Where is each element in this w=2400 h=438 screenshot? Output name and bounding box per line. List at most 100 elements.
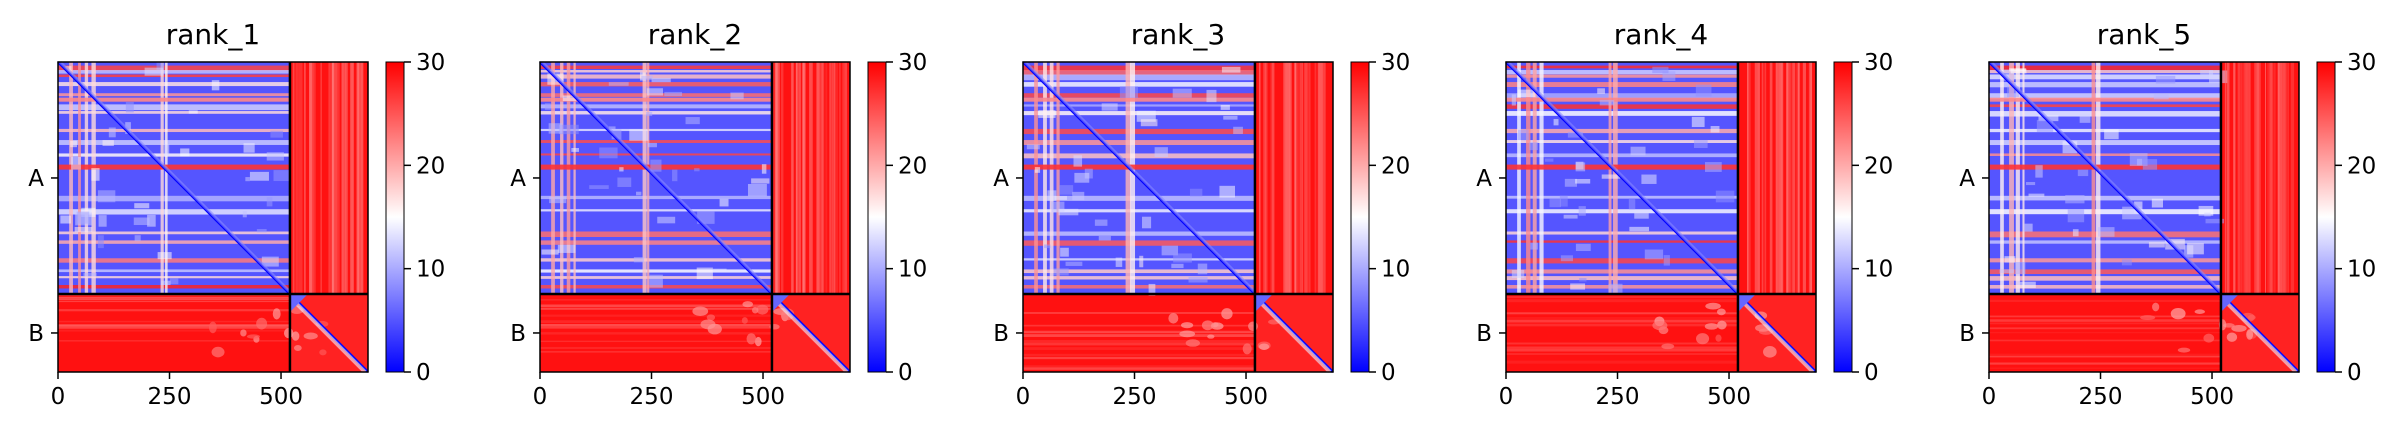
- heatmap-patch: [2019, 281, 2036, 289]
- heatmap-col-band: [2240, 62, 2245, 294]
- heatmap-patch: [2065, 195, 2085, 204]
- heatmap-patch: [291, 331, 300, 341]
- heatmap-patch: [619, 167, 624, 172]
- heatmap-row-band: [1506, 82, 1738, 87]
- heatmap-patch: [1693, 139, 1708, 149]
- colorbar-tick-label: 20: [416, 153, 445, 179]
- heatmap-row-band: [1989, 140, 2221, 146]
- y-tick-label: A: [1476, 166, 1492, 192]
- heatmap-patch: [1710, 126, 1720, 133]
- heatmap-col-band: [336, 62, 340, 294]
- heatmap-col-band: [2091, 62, 2096, 294]
- heatmap-row-band: [1989, 209, 2221, 215]
- heatmap-col-band: [165, 62, 168, 294]
- heatmap-row-band: [1989, 97, 2221, 102]
- heatmap-col-band: [1323, 62, 1326, 294]
- x-tick-label: 0: [1016, 384, 1031, 410]
- heatmap-col-band: [344, 62, 348, 294]
- heatmap-col-band: [1130, 62, 1136, 294]
- heatmap-patch: [747, 184, 767, 197]
- heatmap-patch: [1763, 346, 1777, 358]
- heatmap-col-band: [1307, 62, 1311, 294]
- heatmap-row-band: [1506, 164, 1738, 170]
- heatmap-patch: [157, 252, 172, 260]
- heatmap-patch: [2140, 315, 2156, 320]
- heatmap-patch: [1715, 190, 1735, 203]
- plot-frame: [1988, 61, 2300, 373]
- heatmap-patch: [1544, 158, 1554, 162]
- heatmap-col-band: [776, 62, 780, 294]
- heatmap-patch: [2155, 75, 2176, 84]
- heatmap-patch: [1038, 110, 1056, 118]
- heatmap-row-band: [58, 269, 290, 273]
- heatmap-col-band: [1775, 62, 1780, 294]
- heatmap-patch: [208, 321, 217, 334]
- heatmap-col-band: [2096, 62, 2101, 294]
- heatmap-corner-B: [2220, 293, 2239, 312]
- heatmap-patch: [133, 217, 150, 226]
- heatmap-row-band: [540, 70, 772, 73]
- heatmap-patch: [756, 304, 769, 315]
- heatmap-diagonal-A-halo: [1506, 60, 1740, 294]
- heatmap-col-band: [833, 62, 836, 294]
- heatmap-row-band: [1989, 240, 2221, 244]
- heatmap-patch: [641, 75, 653, 80]
- heatmap-patch: [144, 67, 164, 76]
- heatmap-diagonal-B-halo: [2219, 295, 2298, 374]
- heatmap-patch: [1652, 320, 1668, 331]
- heatmap-col-band: [1779, 62, 1784, 294]
- x-tick-label: 500: [1224, 384, 1268, 410]
- heatmap-col-band: [1747, 62, 1750, 294]
- heatmap-patch: [272, 308, 281, 320]
- heatmap-patch: [270, 130, 283, 138]
- heatmap-diagonal-A-halo: [58, 60, 292, 294]
- heatmap-row-band: [1506, 111, 1738, 116]
- heatmap-row-band: [1023, 285, 1255, 289]
- heatmap-patch: [2187, 243, 2204, 255]
- x-tick-label: 250: [148, 384, 192, 410]
- heatmap-row-band: [540, 346, 772, 349]
- heatmap-patch: [1219, 185, 1236, 198]
- heatmap-patch: [1579, 278, 1587, 282]
- heatmap-row-band: [58, 240, 290, 244]
- heatmap-row-band: [540, 231, 772, 238]
- heatmap-patch: [1051, 201, 1065, 213]
- x-tick-label: 500: [741, 384, 785, 410]
- heatmap-patch: [646, 88, 663, 96]
- heatmap-row-band: [58, 82, 290, 87]
- heatmap-col-band: [832, 62, 836, 294]
- panel-title: rank_5: [2097, 18, 2191, 51]
- heatmap-row-band: [540, 74, 772, 79]
- heatmap-patch: [1206, 89, 1217, 103]
- heatmap-patch: [1575, 162, 1586, 172]
- heatmap-col-band: [1314, 62, 1317, 294]
- heatmap-patch: [1578, 206, 1586, 216]
- heatmap-patch: [1188, 276, 1208, 283]
- heatmap-patch: [1570, 283, 1586, 290]
- heatmap-patch: [76, 211, 90, 224]
- heatmap-patch: [1185, 339, 1200, 347]
- heatmap-patch: [1073, 155, 1083, 167]
- heatmap-col-band: [1296, 62, 1299, 294]
- x-tick-label: 250: [2079, 384, 2123, 410]
- heatmap-patch: [1223, 115, 1238, 120]
- heatmap-col-band: [1263, 62, 1267, 294]
- colorbar-tick-label: 20: [1381, 153, 1410, 179]
- heatmap-row-band: [1506, 140, 1738, 144]
- heatmap-diagonal-B: [1254, 293, 1334, 373]
- heatmap-row-band: [1506, 195, 1738, 199]
- heatmap-col-band: [1294, 62, 1297, 294]
- heatmap-patch: [2007, 86, 2020, 98]
- colorbar-tick-label: 30: [1381, 50, 1410, 76]
- heatmap-col-band: [2267, 62, 2271, 294]
- heatmap-col-band: [1258, 62, 1261, 294]
- y-tick-label: B: [993, 321, 1009, 347]
- heatmap-row-band: [1506, 104, 1738, 109]
- heatmap-patch: [1168, 312, 1179, 324]
- heatmap-col-band: [1056, 62, 1060, 294]
- heatmap-patch: [1704, 323, 1719, 330]
- colorbar-tick-label: 20: [2347, 153, 2376, 179]
- heatmap-row-band: [1989, 65, 2221, 71]
- heatmap-row-band: [1023, 164, 1255, 170]
- heatmap-col-band: [797, 62, 801, 294]
